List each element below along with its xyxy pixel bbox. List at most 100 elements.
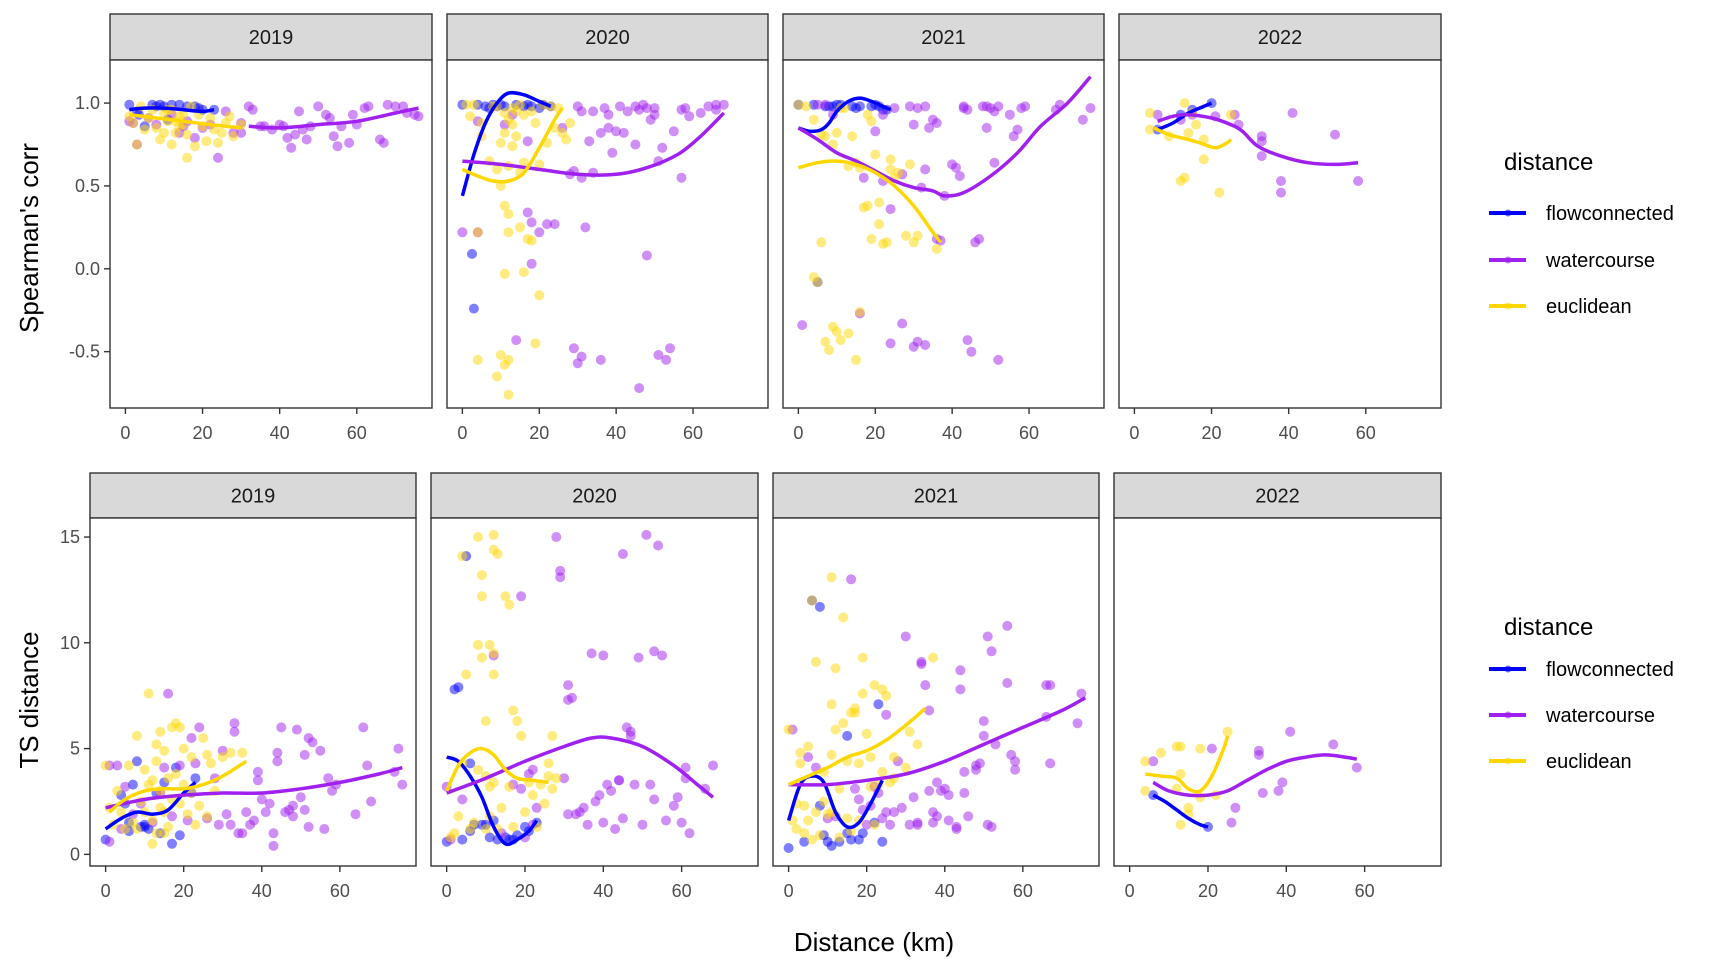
x-tick-label: 40 xyxy=(270,423,290,443)
point-watercourse xyxy=(695,108,706,118)
point-euclidean xyxy=(901,230,911,241)
facet-strip xyxy=(109,13,433,61)
point-watercourse xyxy=(1277,777,1288,788)
point-watercourse xyxy=(236,127,247,138)
smooth-line-euclidean xyxy=(1152,126,1233,150)
point-euclidean xyxy=(931,243,942,254)
point-euclidean xyxy=(492,549,503,559)
point-watercourse xyxy=(1273,785,1284,796)
point-euclidean xyxy=(526,235,537,246)
x-tick-label: 60 xyxy=(1013,881,1033,901)
point-euclidean xyxy=(547,783,558,794)
point-watercourse xyxy=(350,809,361,820)
point-euclidean xyxy=(534,290,545,301)
point-watercourse xyxy=(625,730,636,741)
point-euclidean xyxy=(912,230,923,241)
point-watercourse xyxy=(981,122,992,133)
point-watercourse xyxy=(881,807,892,818)
point-watercourse xyxy=(237,828,248,839)
point-watercourse xyxy=(607,147,618,158)
x-tick-label: 20 xyxy=(1202,423,1222,443)
point-watercourse xyxy=(213,152,223,163)
x-tick-label: 60 xyxy=(330,881,350,901)
point-watercourse xyxy=(963,811,974,822)
point-euclidean xyxy=(547,730,558,741)
point-euclidean xyxy=(838,718,849,729)
point-euclidean xyxy=(237,747,248,758)
x-tick-label: 40 xyxy=(942,423,962,443)
point-watercourse xyxy=(803,752,814,763)
point-watercourse xyxy=(1148,756,1159,767)
point-euclidean xyxy=(810,807,821,818)
point-watercourse xyxy=(618,127,629,138)
point-euclidean xyxy=(186,752,197,763)
point-watercourse xyxy=(617,549,628,559)
point-euclidean xyxy=(801,101,812,112)
point-euclidean xyxy=(174,121,185,132)
point-euclidean xyxy=(816,237,827,248)
y-tick-label: 15 xyxy=(60,527,80,547)
point-euclidean xyxy=(861,728,872,739)
point-euclidean xyxy=(457,551,468,562)
point-euclidean xyxy=(1144,124,1155,135)
facet-label: 2022 xyxy=(1255,486,1300,508)
point-euclidean xyxy=(225,747,236,758)
point-euclidean xyxy=(151,756,162,767)
point-watercourse xyxy=(526,258,537,269)
point-flowconnected xyxy=(873,699,884,710)
y-tick-label: 1.0 xyxy=(75,93,100,113)
point-watercourse xyxy=(1287,108,1298,118)
point-watercourse xyxy=(885,819,896,830)
point-watercourse xyxy=(920,680,931,691)
point-euclidean xyxy=(561,134,572,145)
point-euclidean xyxy=(1140,756,1151,767)
point-watercourse xyxy=(344,137,355,148)
facet-panel-2019: 2019 0 20 40 60 0 5 10 15 xyxy=(60,472,417,901)
legend-item-flowconnected: flowconnected xyxy=(1489,659,1674,681)
point-euclidean xyxy=(865,781,876,792)
point-euclidean xyxy=(468,99,479,110)
point-watercourse xyxy=(955,684,966,695)
point-watercourse xyxy=(1230,802,1241,813)
point-watercourse xyxy=(531,802,542,813)
point-euclidean xyxy=(178,109,189,120)
smooth-line-watercourse xyxy=(248,106,419,130)
point-euclidean xyxy=(159,828,170,839)
point-euclidean xyxy=(163,773,174,784)
point-euclidean xyxy=(854,306,865,317)
x-tick-label: 20 xyxy=(193,423,213,443)
point-watercourse xyxy=(1285,726,1296,737)
point-euclidean xyxy=(512,716,523,727)
x-tick-label: 20 xyxy=(529,423,549,443)
point-watercourse xyxy=(229,726,240,737)
point-flowconnected xyxy=(453,682,464,693)
point-euclidean xyxy=(147,815,158,826)
legend-label-flowconnected: flowconnected xyxy=(1546,203,1674,225)
point-watercourse xyxy=(986,646,997,657)
point-euclidean xyxy=(461,99,472,110)
point-watercourse xyxy=(889,103,900,114)
point-watercourse xyxy=(268,828,279,839)
smooth-line-watercourse xyxy=(105,765,403,810)
point-watercourse xyxy=(978,730,989,741)
point-euclidean xyxy=(810,656,821,667)
point-euclidean xyxy=(791,824,802,834)
point-watercourse xyxy=(397,779,408,790)
point-euclidean xyxy=(1198,154,1209,165)
point-euclidean xyxy=(1179,98,1190,109)
point-watercourse xyxy=(649,794,660,805)
point-watercourse xyxy=(974,234,985,244)
point-watercourse xyxy=(1045,758,1056,769)
point-watercourse xyxy=(294,106,304,117)
point-euclidean xyxy=(885,164,896,175)
y-tick-label: 5 xyxy=(70,739,80,759)
facet-strip xyxy=(89,472,417,519)
point-euclidean xyxy=(866,116,877,127)
point-euclidean xyxy=(453,811,464,822)
y-tick-label: 10 xyxy=(60,633,80,653)
smooth-line-euclidean xyxy=(787,707,927,787)
point-watercourse xyxy=(870,126,881,137)
legend-item-euclidean: euclidean xyxy=(1489,751,1632,773)
point-watercourse xyxy=(252,766,263,777)
point-watercourse xyxy=(1353,176,1364,186)
